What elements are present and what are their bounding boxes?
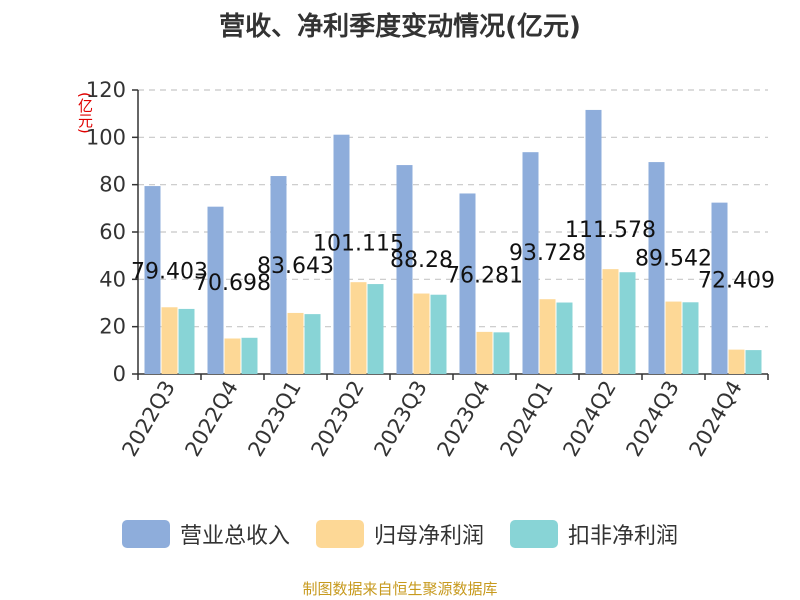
bar-2-2024Q3 xyxy=(665,301,682,374)
bar-3-2024Q1 xyxy=(556,302,573,374)
x-tick-label: 2024Q3 xyxy=(621,377,683,461)
data-label: 76.281 xyxy=(446,264,523,289)
x-tick-label: 2023Q3 xyxy=(369,377,431,461)
data-label: 70.698 xyxy=(194,271,271,296)
x-tick-label: 2023Q2 xyxy=(306,377,368,461)
bar-2-2022Q3 xyxy=(161,307,178,374)
bar-1-2023Q1 xyxy=(270,176,287,374)
bar-1-2024Q3 xyxy=(648,162,665,374)
y-axis-unit-label: (亿元) xyxy=(76,92,94,134)
x-tick-label: 2022Q4 xyxy=(180,377,242,461)
bar-2-2023Q4 xyxy=(476,331,493,374)
x-tick-label: 2023Q4 xyxy=(432,377,494,461)
legend-item[interactable]: 扣非净利润 xyxy=(510,518,678,550)
bar-1-2024Q1 xyxy=(522,152,539,374)
bar-2-2023Q2 xyxy=(350,282,367,374)
bar-1-2022Q3 xyxy=(144,186,161,374)
bar-3-2024Q3 xyxy=(682,302,699,374)
y-tick-label: 20 xyxy=(99,315,126,339)
data-label: 88.28 xyxy=(390,248,453,273)
bar-3-2024Q4 xyxy=(745,350,762,374)
legend: 营业总收入 归母净利润 扣非净利润 xyxy=(0,518,800,550)
y-tick-label: 80 xyxy=(99,173,126,197)
bar-2-2024Q2 xyxy=(602,269,619,374)
bar-2-2023Q1 xyxy=(287,312,304,374)
bar-3-2023Q1 xyxy=(304,314,321,374)
legend-label: 扣非净利润 xyxy=(568,524,679,549)
y-tick-label: 120 xyxy=(86,78,126,102)
bar-1-2023Q4 xyxy=(459,193,476,374)
x-tick-label: 2023Q1 xyxy=(243,377,305,461)
data-label: 83.643 xyxy=(257,254,334,279)
data-label: 93.728 xyxy=(509,241,586,266)
x-tick-label: 2022Q3 xyxy=(117,377,179,461)
data-label: 111.578 xyxy=(565,218,656,243)
bar-3-2022Q4 xyxy=(241,337,258,374)
bar-1-2024Q4 xyxy=(711,202,728,374)
y-tick-label: 40 xyxy=(99,267,126,291)
bar-1-2024Q2 xyxy=(585,109,602,374)
x-tick-label: 2024Q4 xyxy=(684,377,746,461)
bar-2-2024Q1 xyxy=(539,299,556,374)
bar-3-2022Q3 xyxy=(178,308,195,374)
legend-swatch xyxy=(121,520,170,548)
y-tick-label: 100 xyxy=(86,125,126,149)
data-label: 72.409 xyxy=(698,269,775,294)
data-label: 89.542 xyxy=(635,246,712,271)
bar-3-2023Q4 xyxy=(493,332,510,374)
x-tick-label: 2024Q2 xyxy=(558,377,620,461)
bar-3-2023Q2 xyxy=(367,284,384,374)
bar-3-2023Q3 xyxy=(430,294,447,374)
bar-1-2023Q2 xyxy=(333,134,350,374)
bar-1-2022Q4 xyxy=(207,206,224,374)
source-note: 制图数据来自恒生聚源数据库 xyxy=(302,580,498,598)
legend-swatch xyxy=(510,520,558,548)
x-tick-label: 2024Q1 xyxy=(495,377,557,461)
bar-3-2024Q2 xyxy=(619,272,636,374)
bar-2-2024Q4 xyxy=(728,349,745,374)
bar-1-2023Q3 xyxy=(396,165,413,374)
legend-swatch xyxy=(315,520,364,548)
legend-item[interactable]: 营业总收入 xyxy=(121,518,290,550)
legend-item[interactable]: 归母净利润 xyxy=(315,518,484,550)
y-tick-label: 60 xyxy=(99,220,126,244)
bar-2-2022Q4 xyxy=(224,338,241,374)
bar-2-2023Q3 xyxy=(413,293,430,374)
data-label: 101.115 xyxy=(313,231,404,256)
chart-title: 营收、净利季度变动情况(亿元) xyxy=(219,12,581,42)
data-label: 79.403 xyxy=(131,260,208,285)
y-tick-label: 0 xyxy=(113,362,126,386)
legend-label: 归母净利润 xyxy=(373,524,484,549)
legend-label: 营业总收入 xyxy=(179,524,290,549)
